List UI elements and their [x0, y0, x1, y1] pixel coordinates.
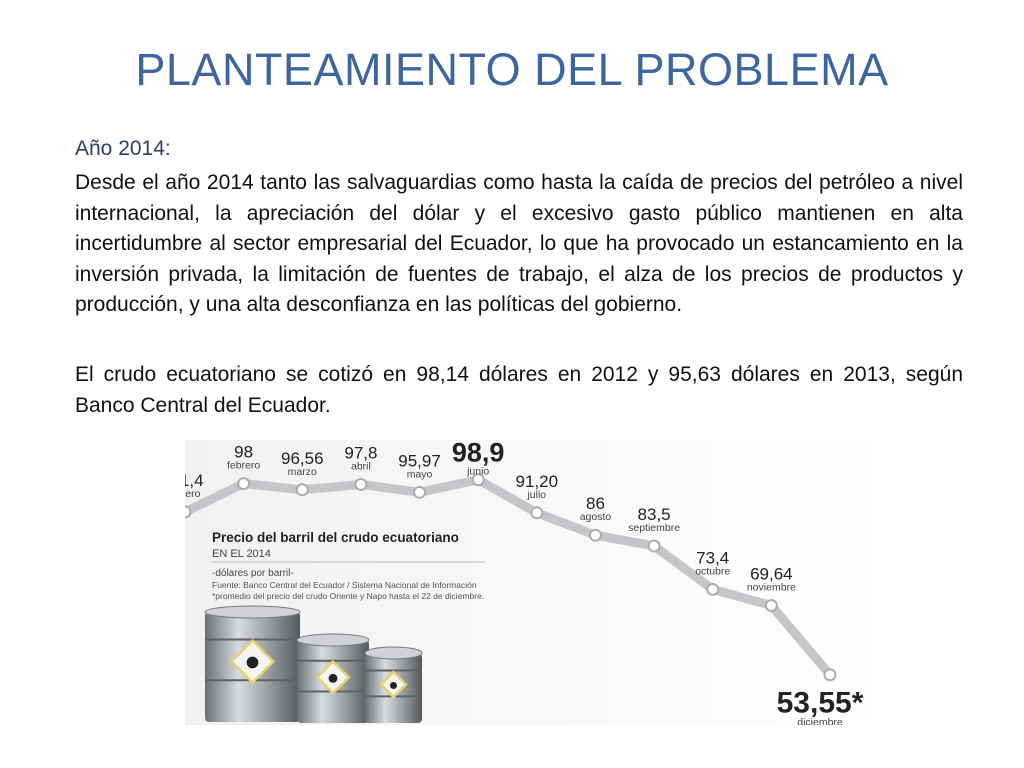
category-label: julio — [526, 489, 546, 501]
data-point — [530, 506, 544, 520]
value-label: 97,8 — [344, 443, 377, 462]
data-point — [471, 473, 485, 487]
value-label: 91,20 — [516, 472, 559, 491]
chart-info-block: Precio del barril del crudo ecuatoriano … — [212, 530, 485, 601]
category-label: agosto — [580, 511, 612, 523]
slide-title: PLANTEAMIENTO DEL PROBLEMA — [135, 44, 889, 95]
value-label: 53,55* — [777, 687, 864, 720]
category-label: enero — [185, 488, 201, 500]
value-label: 91,4 — [185, 471, 204, 490]
value-label: 73,4 — [696, 548, 729, 567]
category-label: noviembre — [747, 582, 796, 594]
data-point — [185, 505, 192, 519]
oil-drop-icon — [389, 681, 398, 690]
series-line — [185, 475, 835, 680]
data-point — [647, 539, 661, 553]
value-label: 95,97 — [398, 451, 441, 470]
value-label: 83,5 — [638, 505, 671, 524]
value-label: 69,64 — [750, 565, 793, 584]
value-label: 98 — [234, 443, 253, 462]
category-label: diciembre — [797, 717, 843, 725]
data-point — [764, 599, 778, 613]
value-label: 98,9 — [452, 440, 505, 468]
category-label: mayo — [407, 468, 433, 480]
barrels-illustration — [204, 605, 423, 723]
category-label: septiembre — [628, 522, 680, 534]
data-point — [354, 477, 368, 491]
oil-price-chart: Precio del barril del crudo ecuatoriano … — [185, 440, 895, 725]
chart-source: Fuente: Banco Central del Ecuador / Sist… — [212, 580, 477, 590]
data-point — [823, 668, 837, 682]
chart-unit-label: -dólares por barril- — [212, 568, 294, 579]
data-point — [237, 477, 251, 491]
oil-drop-icon — [328, 673, 338, 683]
category-label: marzo — [288, 466, 317, 478]
value-label: 86 — [586, 494, 605, 513]
category-label: febrero — [227, 460, 260, 472]
data-point — [295, 483, 309, 497]
paragraph-context: Desde el año 2014 tanto las salvaguardia… — [75, 171, 963, 316]
category-label: abril — [351, 460, 371, 472]
chart-footnote: *promedio del precio del crudo Oriente y… — [212, 591, 484, 601]
data-point — [706, 582, 720, 596]
data-point — [413, 485, 427, 499]
chart-subtitle: EN EL 2014 — [212, 548, 271, 560]
year-label: Año 2014: — [75, 137, 171, 160]
oil-drop-icon — [246, 656, 259, 669]
data-point — [588, 528, 602, 542]
paragraph-crude-price: El crudo ecuatoriano se cotizó en 98,14 … — [75, 363, 963, 417]
chart-title: Precio del barril del crudo ecuatoriano — [212, 530, 459, 545]
category-label: octubre — [695, 565, 730, 577]
value-label: 96,56 — [281, 449, 324, 468]
category-label: junio — [466, 466, 489, 478]
